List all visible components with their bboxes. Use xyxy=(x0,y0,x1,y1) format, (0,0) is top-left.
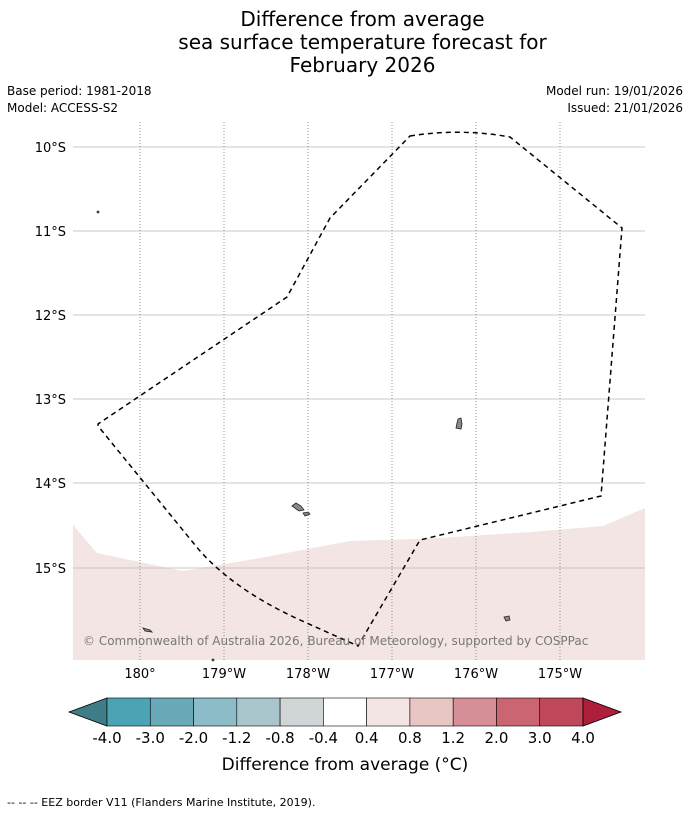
colorbar-cell xyxy=(409,697,454,727)
island-south-east xyxy=(503,615,511,622)
colorbar-tick-label: 0.4 xyxy=(355,729,379,747)
lon-label: 177°W xyxy=(370,667,414,682)
meta-left: Base period: 1981-2018 Model: ACCESS-S2 xyxy=(7,83,152,117)
colorbar-cell xyxy=(452,697,497,727)
colorbar: -4.0 -3.0 -2.0 -1.2 -0.8 -0.4 0.4 0.8 1.2 2.0 3.0 4… xyxy=(67,697,623,747)
eez-border xyxy=(97,131,623,647)
colorbar-tick-label: 2.0 xyxy=(485,729,509,747)
island-small-west xyxy=(142,627,154,633)
lat-label: 13°S xyxy=(35,393,66,408)
colorbar-cell xyxy=(279,697,324,727)
lon-labels: 180° 179°W 178°W 177°W 176°W 175°W xyxy=(124,667,582,682)
lat-label: 10°S xyxy=(35,141,66,156)
lat-label: 14°S xyxy=(35,477,66,492)
colorbar-cell xyxy=(193,697,238,727)
eez-legend: -- -- -- EEZ border V11 (Flanders Marine… xyxy=(7,796,316,809)
title-line-2: sea surface temperature forecast for xyxy=(178,30,547,54)
colorbar-extend-high xyxy=(582,697,623,727)
issued-date: Issued: 21/01/2026 xyxy=(567,101,683,115)
model-run: Model run: 19/01/2026 xyxy=(545,84,683,98)
colorbar-tick-labels: -4.0 -3.0 -2.0 -1.2 -0.8 -0.4 0.4 0.8 1.2 2.0 3.0 4… xyxy=(92,729,595,747)
lon-label: 180° xyxy=(124,667,155,682)
colorbar-tick-label: 0.8 xyxy=(398,729,422,747)
colorbar-tick-label: -4.0 xyxy=(92,729,121,747)
title-line-3: February 2026 xyxy=(289,53,436,77)
colorbar-cell xyxy=(539,697,584,727)
colorbar-tick-label: -0.4 xyxy=(309,729,338,747)
colorbar-cell xyxy=(149,697,194,727)
colorbar-tick-label: -2.0 xyxy=(179,729,208,747)
lat-label: 15°S xyxy=(35,562,66,577)
colorbar-tick-label: 1.2 xyxy=(441,729,465,747)
title-line-1: Difference from average xyxy=(240,7,485,31)
colorbar-tick-label: 4.0 xyxy=(571,729,595,747)
colorbar-tick-label: -0.8 xyxy=(265,729,294,747)
island-tiny-nw xyxy=(96,210,100,214)
colorbar-label: Difference from average (°C) xyxy=(221,755,469,775)
colorbar-cell xyxy=(106,697,151,727)
anomaly-region xyxy=(73,508,645,660)
lon-label: 175°W xyxy=(538,667,582,682)
base-period: Base period: 1981-2018 xyxy=(7,84,152,98)
colorbar-cell xyxy=(323,697,367,727)
colorbar-cell xyxy=(496,697,541,727)
colorbar-tick-label: -3.0 xyxy=(136,729,165,747)
colorbar-cell xyxy=(366,697,411,727)
colorbar-cell xyxy=(236,697,281,727)
lat-labels: 10°S 11°S 12°S 13°S 14°S 15°S xyxy=(35,141,66,577)
colorbar-extend-low xyxy=(67,697,108,727)
island-alofi xyxy=(302,511,311,517)
lon-label: 179°W xyxy=(202,667,246,682)
map-panel: 10°S 11°S 12°S 13°S 14°S 15°S 180° 179°W… xyxy=(35,122,645,682)
lon-label: 178°W xyxy=(286,667,330,682)
copyright-notice: © Commonwealth of Australia 2026, Bureau… xyxy=(83,634,588,648)
lat-label: 12°S xyxy=(35,309,66,324)
model-name: Model: ACCESS-S2 xyxy=(7,101,119,115)
lat-gridlines xyxy=(73,146,645,569)
lat-label: 11°S xyxy=(35,225,66,240)
lon-label: 176°W xyxy=(454,667,498,682)
island-wallis xyxy=(455,417,463,430)
meta-right: Model run: 19/01/2026 Issued: 21/01/2026 xyxy=(546,83,683,117)
colorbar-tick-label: 3.0 xyxy=(528,729,552,747)
colorbar-cells xyxy=(67,697,623,727)
chart-title: Difference from average sea surface temp… xyxy=(0,8,690,77)
colorbar-tick-label: -1.2 xyxy=(222,729,251,747)
islands xyxy=(96,210,511,662)
island-futuna xyxy=(291,502,305,512)
island-tiny-s xyxy=(211,658,215,662)
